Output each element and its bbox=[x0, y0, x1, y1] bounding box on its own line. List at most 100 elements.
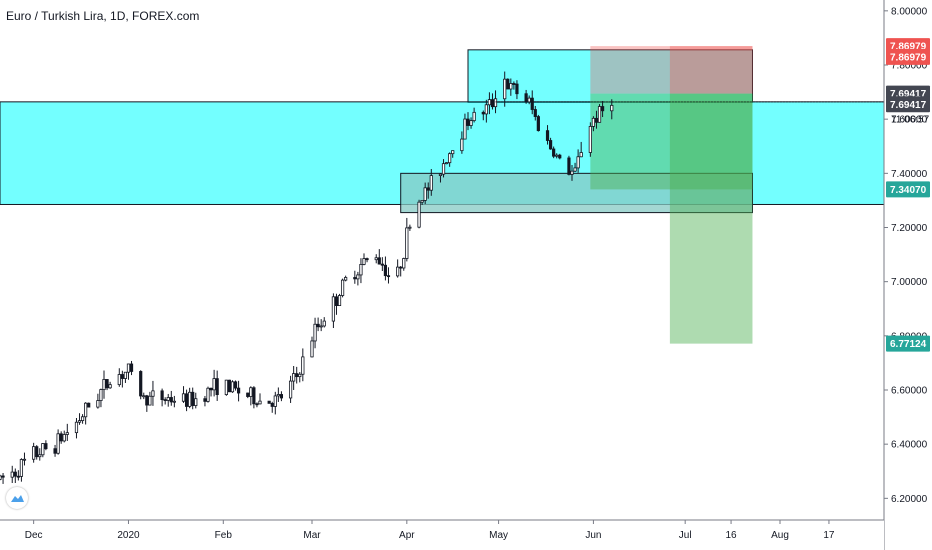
x-tick-label: Dec bbox=[25, 530, 43, 541]
candle-body bbox=[405, 227, 409, 259]
y-tick-label: 7.40000 bbox=[891, 169, 928, 180]
candle-body bbox=[322, 320, 326, 327]
candle-body bbox=[298, 373, 302, 378]
price-tag-bg bbox=[886, 96, 930, 113]
candle-body bbox=[41, 443, 45, 456]
candle-body bbox=[597, 106, 602, 123]
candle-body bbox=[209, 387, 213, 391]
candle-body bbox=[484, 104, 488, 115]
x-tick-label: 17 bbox=[823, 530, 835, 541]
candle-body bbox=[490, 99, 495, 108]
candle-body bbox=[224, 379, 228, 396]
candle-body bbox=[249, 387, 253, 397]
price-axis bbox=[884, 0, 932, 550]
candle-body bbox=[487, 99, 492, 106]
candle-body bbox=[191, 391, 195, 406]
candle-body bbox=[270, 402, 274, 407]
short-position-2-target-area bbox=[669, 93, 753, 344]
candle-body bbox=[356, 274, 360, 280]
candle-body bbox=[151, 390, 155, 397]
y-tick-label: 6.20000 bbox=[891, 494, 928, 505]
y-tick-label: 6.60000 bbox=[891, 386, 928, 397]
candle-body bbox=[420, 199, 424, 203]
short-position-1-target-area bbox=[590, 93, 753, 190]
candle-body bbox=[548, 140, 553, 150]
short-position-1-stop-area bbox=[590, 46, 753, 94]
candle-body bbox=[181, 393, 186, 402]
candle-body bbox=[292, 373, 296, 382]
inner-zone bbox=[400, 172, 753, 214]
candle-body bbox=[203, 398, 207, 402]
candle-body bbox=[279, 394, 284, 399]
candle-body bbox=[126, 363, 131, 373]
x-tick-label: Jul bbox=[679, 530, 692, 541]
candle-body bbox=[359, 264, 363, 276]
x-tick-label: May bbox=[489, 530, 508, 541]
candle-body bbox=[444, 162, 449, 165]
candle-body bbox=[44, 443, 48, 450]
candle-body bbox=[466, 118, 470, 126]
candle-body bbox=[524, 93, 528, 103]
x-tick-label: Apr bbox=[399, 530, 415, 541]
tradingview-logo-icon bbox=[6, 487, 28, 509]
candle-body bbox=[451, 150, 455, 155]
candle-body bbox=[13, 471, 17, 477]
candle-body bbox=[353, 277, 357, 280]
candle-body bbox=[579, 152, 583, 158]
candle-body bbox=[567, 157, 571, 175]
candle-body bbox=[530, 97, 534, 110]
candle-body bbox=[230, 381, 235, 393]
candle-body bbox=[573, 167, 577, 172]
price-tag-bg bbox=[886, 48, 930, 65]
candle-body bbox=[194, 398, 198, 406]
candle-body bbox=[62, 434, 66, 442]
candle-body bbox=[295, 373, 299, 378]
candle-body bbox=[463, 118, 467, 140]
candle-body bbox=[555, 154, 559, 157]
candle-body bbox=[374, 257, 378, 261]
candle-body bbox=[84, 402, 88, 418]
candle-body bbox=[472, 111, 476, 122]
candle-body bbox=[184, 393, 189, 407]
candle-body bbox=[365, 258, 369, 261]
candle-body bbox=[331, 296, 336, 322]
candle-body bbox=[96, 400, 100, 408]
candle-body bbox=[258, 400, 262, 405]
price-tag-label: 7.86979 bbox=[890, 52, 927, 63]
price-tag-label: 6.77124 bbox=[890, 339, 927, 350]
candle-body bbox=[206, 387, 210, 402]
candle-body bbox=[0, 475, 2, 480]
candle-body bbox=[383, 264, 388, 277]
candle-body bbox=[77, 420, 82, 423]
candle-body bbox=[188, 391, 192, 407]
candle-body bbox=[59, 433, 63, 442]
candle-body bbox=[65, 432, 69, 435]
candle-body bbox=[246, 392, 250, 397]
time-axis bbox=[0, 520, 884, 550]
candle-body bbox=[80, 416, 85, 421]
candle-body bbox=[396, 266, 400, 277]
candle-body bbox=[87, 402, 91, 408]
candle-body bbox=[267, 400, 271, 404]
candle-body bbox=[610, 104, 614, 112]
candle-body bbox=[340, 279, 345, 296]
candle-body bbox=[438, 173, 443, 176]
candle-body bbox=[344, 277, 348, 281]
candle-body bbox=[35, 446, 39, 458]
candle-body bbox=[469, 120, 473, 126]
y-tick-label: 8.00000 bbox=[891, 6, 928, 17]
candle-body bbox=[236, 387, 241, 394]
candle-body bbox=[515, 83, 519, 95]
candle-body bbox=[16, 475, 20, 478]
candle-body bbox=[102, 379, 106, 390]
candle-body bbox=[377, 257, 381, 265]
candle-body bbox=[19, 459, 24, 477]
y-tick-label: 6.40000 bbox=[891, 440, 928, 451]
candle-body bbox=[316, 323, 320, 328]
candle-body bbox=[313, 323, 317, 342]
candle-body bbox=[512, 83, 516, 85]
candle-body bbox=[536, 116, 540, 132]
chart-title: Euro / Turkish Lira, 1D, FOREX.com bbox=[6, 9, 200, 23]
candle-body bbox=[506, 78, 510, 90]
